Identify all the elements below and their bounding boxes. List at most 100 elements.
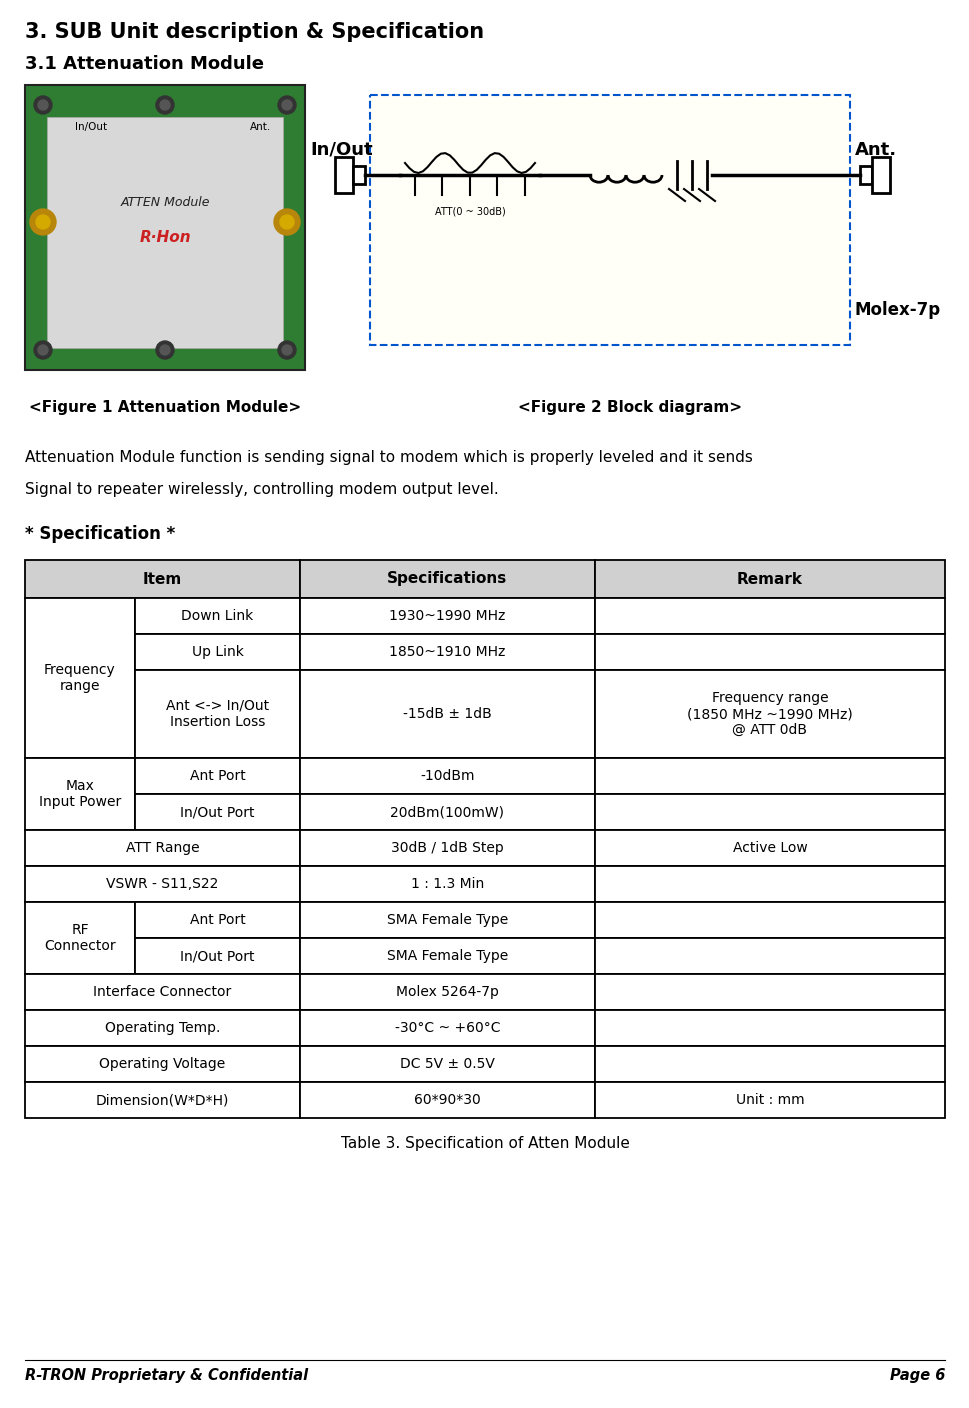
Text: Table 3. Specification of Atten Module: Table 3. Specification of Atten Module <box>340 1136 629 1150</box>
Bar <box>299 829 594 866</box>
Bar <box>594 794 944 829</box>
Bar <box>594 560 944 598</box>
Bar <box>594 1046 944 1081</box>
Text: 20dBm(100mW): 20dBm(100mW) <box>391 805 504 819</box>
Text: RF
Connector: RF Connector <box>45 922 115 953</box>
Bar <box>25 1081 299 1118</box>
Text: Ant Port: Ant Port <box>189 769 245 783</box>
Text: Ant.: Ant. <box>250 122 271 132</box>
Circle shape <box>278 96 296 114</box>
Bar <box>594 829 944 866</box>
Bar <box>594 974 944 1010</box>
Bar <box>594 1081 944 1118</box>
Circle shape <box>38 100 47 110</box>
Bar <box>25 1046 299 1081</box>
Bar <box>594 938 944 974</box>
Bar <box>135 670 299 758</box>
Bar <box>25 758 135 829</box>
Text: -10dBm: -10dBm <box>420 769 474 783</box>
Circle shape <box>34 96 52 114</box>
Text: ATT Range: ATT Range <box>126 841 199 855</box>
Bar <box>25 598 135 758</box>
Circle shape <box>282 345 292 355</box>
Bar <box>25 866 299 903</box>
Bar <box>353 166 364 184</box>
Bar <box>135 938 299 974</box>
Text: -30°C ~ +60°C: -30°C ~ +60°C <box>394 1021 500 1035</box>
Bar <box>135 758 299 794</box>
Bar <box>25 560 299 598</box>
Bar <box>299 1010 594 1046</box>
Bar <box>871 158 890 193</box>
Circle shape <box>160 100 170 110</box>
Text: Ant.: Ant. <box>854 141 896 159</box>
Bar <box>25 974 299 1010</box>
Bar <box>594 866 944 903</box>
Text: 3. SUB Unit description & Specification: 3. SUB Unit description & Specification <box>25 23 484 42</box>
Bar <box>594 670 944 758</box>
Text: Specifications: Specifications <box>387 572 507 587</box>
Bar <box>135 634 299 670</box>
Bar <box>25 903 135 974</box>
Bar <box>25 758 135 829</box>
Bar <box>860 166 871 184</box>
Bar <box>25 1046 299 1081</box>
Text: In/Out: In/Out <box>310 141 372 159</box>
Bar <box>334 158 353 193</box>
Text: Molex-7p: Molex-7p <box>854 301 940 320</box>
Text: R-TRON Proprietary & Confidential: R-TRON Proprietary & Confidential <box>25 1369 308 1383</box>
Bar <box>299 634 594 670</box>
Text: Unit : mm: Unit : mm <box>735 1093 803 1107</box>
Bar <box>47 117 283 348</box>
Bar <box>299 1046 594 1081</box>
Bar <box>594 794 944 829</box>
Bar <box>25 829 299 866</box>
Circle shape <box>38 345 47 355</box>
Bar <box>299 829 594 866</box>
Text: Operating Voltage: Operating Voltage <box>99 1057 226 1071</box>
Circle shape <box>30 208 56 235</box>
Bar <box>594 634 944 670</box>
Bar <box>25 903 135 974</box>
Circle shape <box>278 341 296 359</box>
Bar <box>594 903 944 938</box>
Bar <box>25 1010 299 1046</box>
Bar <box>299 758 594 794</box>
Bar <box>299 938 594 974</box>
Bar <box>594 634 944 670</box>
Text: 3.1 Attenuation Module: 3.1 Attenuation Module <box>25 55 264 73</box>
Text: Attenuation Module function is sending signal to modem which is properly leveled: Attenuation Module function is sending s… <box>25 451 752 465</box>
Bar <box>299 974 594 1010</box>
Bar <box>25 1010 299 1046</box>
Text: SMA Female Type: SMA Female Type <box>387 912 508 926</box>
Bar <box>594 1046 944 1081</box>
Bar <box>594 1010 944 1046</box>
Text: Signal to repeater wirelessly, controlling modem output level.: Signal to repeater wirelessly, controlli… <box>25 482 498 497</box>
Text: <Figure 2 Block diagram>: <Figure 2 Block diagram> <box>517 400 741 415</box>
Text: In/Out: In/Out <box>75 122 107 132</box>
Text: Operating Temp.: Operating Temp. <box>105 1021 220 1035</box>
Text: Max
Input Power: Max Input Power <box>39 779 121 810</box>
Bar <box>135 794 299 829</box>
Text: In/Out Port: In/Out Port <box>180 949 255 963</box>
Bar <box>299 866 594 903</box>
Bar <box>299 903 594 938</box>
Bar <box>299 560 594 598</box>
Bar <box>594 758 944 794</box>
Bar <box>299 1046 594 1081</box>
Text: Frequency
range: Frequency range <box>44 663 115 693</box>
Bar <box>594 938 944 974</box>
Text: Down Link: Down Link <box>181 610 253 622</box>
Text: R·Hon: R·Hon <box>139 230 191 245</box>
Circle shape <box>156 96 173 114</box>
Bar <box>594 560 944 598</box>
Text: Item: Item <box>142 572 182 587</box>
Bar <box>299 634 594 670</box>
Text: Molex 5264-7p: Molex 5264-7p <box>395 986 498 1000</box>
Bar <box>135 794 299 829</box>
Bar <box>299 598 594 634</box>
Text: Page 6: Page 6 <box>889 1369 944 1383</box>
Bar <box>25 560 299 598</box>
Text: 60*90*30: 60*90*30 <box>414 1093 481 1107</box>
Bar <box>594 1010 944 1046</box>
